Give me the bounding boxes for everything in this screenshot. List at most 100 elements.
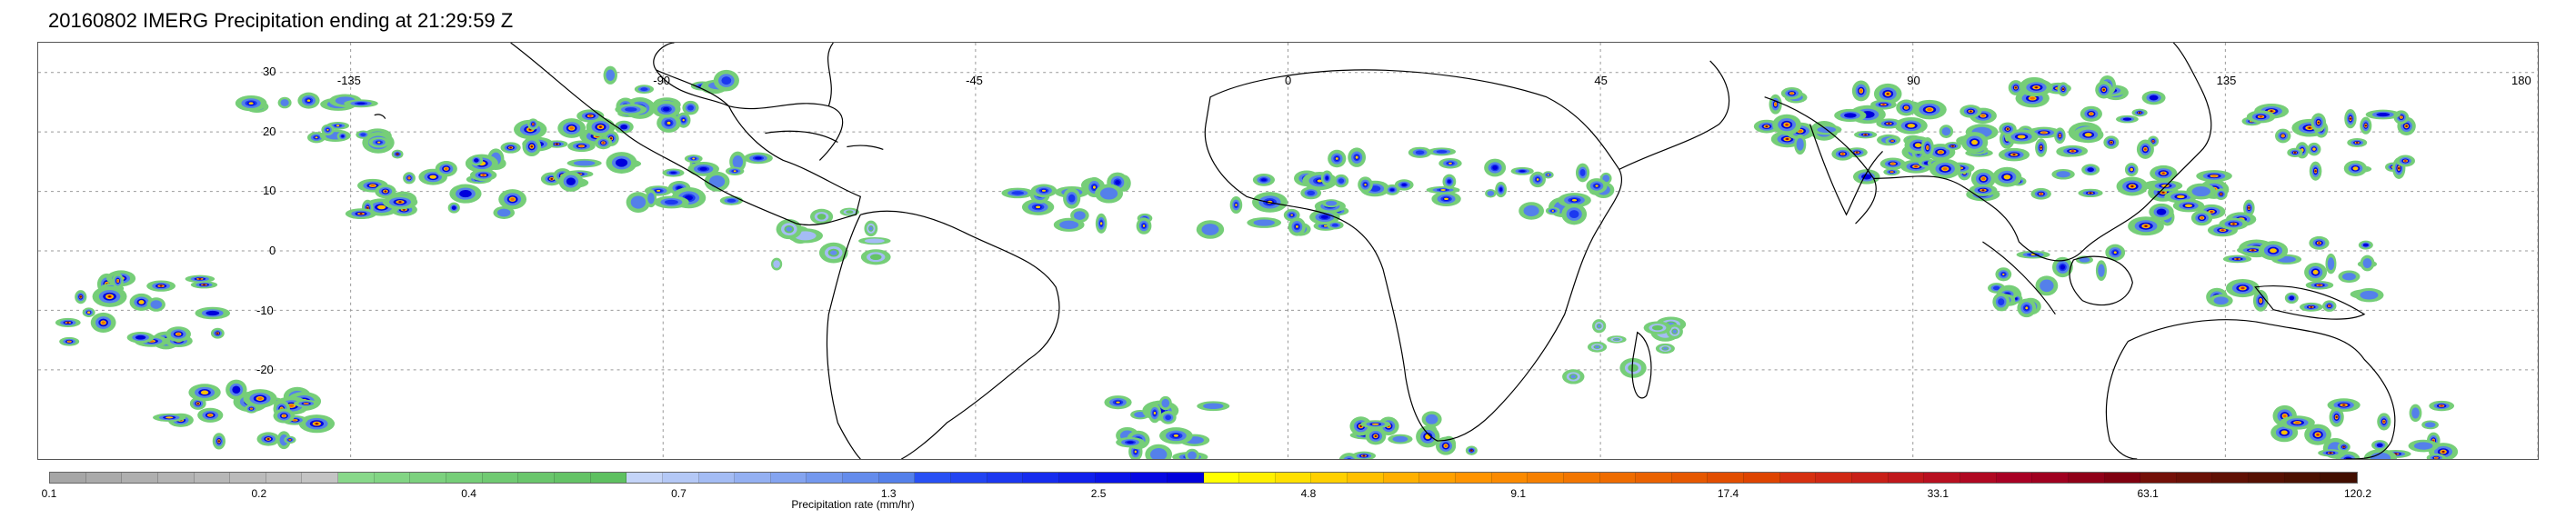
colorbar-segment [1023,473,1059,483]
precip-cell [203,284,205,286]
precip-cell [208,414,213,417]
precip-cell [2398,167,2401,170]
precip-cell [86,311,91,314]
precip-cell [640,87,648,92]
colorbar-tick-label: 0.1 [41,487,57,500]
precip-cell [165,416,174,419]
precip-cell [602,142,605,145]
precip-cell [1492,165,1498,170]
colorbar-segment [1888,473,1925,483]
precip-cell [2400,115,2403,119]
precip-cell [1470,449,1473,452]
precip-cell [2382,420,2386,423]
precip-cell [1307,190,1316,195]
precip-cell [1914,165,1918,168]
precip-cell [2308,126,2311,129]
precip-cell [2270,110,2273,113]
precip-cell [2003,175,2011,180]
map-title: 20160802 IMERG Precipitation ending at 2… [48,9,514,32]
precip-cell [1652,324,1663,331]
precip-cell [1796,138,1804,151]
colorbar-segment [1528,473,1564,483]
coast-south-america [826,210,1060,459]
precip-cell [1188,451,1197,459]
precip-cell [2211,175,2217,177]
precip-cell [2184,204,2193,208]
colorbar-segment [1744,473,1780,483]
colorbar-segment [1203,473,1240,483]
precip-cell [217,440,221,443]
colorbar-segment [878,473,916,483]
coast-north-america [510,43,862,226]
precip-cell [1579,168,1586,176]
precip-cell [1261,178,1267,182]
colorbar-segment [266,473,303,483]
precip-cell [699,167,707,171]
precip-cell [509,146,512,149]
precip-cell [288,404,295,407]
precip-cell [2040,193,2042,195]
precipitation-map[interactable] [37,42,2539,460]
colorbar-segment [1599,473,1637,483]
precip-cell [1547,174,1549,176]
precip-cell [817,214,827,220]
colorbar-segment [85,473,123,483]
colorbar-tick-label: 4.8 [1300,487,1317,500]
precip-cell [1173,434,1179,437]
precip-cell [1099,222,1103,225]
precip-cell [2280,430,2288,435]
precip-cell [1153,411,1157,415]
precip-cell [116,279,119,283]
precip-cell [1092,185,1096,189]
precip-cell [2342,445,2345,448]
precip-cell [429,175,436,179]
colorbar-segment [1708,473,1745,483]
precip-cell [1425,414,1438,424]
colorbar-tick-label: 17.4 [1717,487,1739,500]
precip-cell [2002,273,2005,275]
precip-cell [1290,214,1293,216]
precip-cell [1672,329,1677,334]
precip-cell [2317,121,2320,124]
precip-cell [1551,209,1554,212]
precip-cell [2035,86,2038,89]
precip-cell [2318,242,2320,245]
precip-cell [1890,171,1893,174]
precip-cell [1320,215,1328,219]
precip-cell [625,107,637,112]
colorbar-segment [2284,473,2321,483]
precip-cell [1150,448,1168,459]
precip-cell [2006,127,2010,130]
colorbar-segment [915,473,952,483]
precip-cell [2213,296,2229,305]
precip-cell [1415,150,1425,155]
precip-cell [304,402,308,404]
precip-cell [2360,290,2379,300]
precip-cell [306,99,311,102]
lat-label: 0 [269,244,276,257]
precip-cell [257,396,263,400]
precip-cell [2349,117,2352,120]
colorbar-segment [662,473,699,483]
precip-cell [1253,219,1275,226]
lat-label: 10 [263,184,276,198]
colorbar-segment [1491,473,1529,483]
precip-cell [1359,424,1362,427]
colorbar-segment [770,473,807,483]
precip-cell [687,105,694,111]
precip-cell [1364,183,1367,186]
precip-cell [1597,324,1601,328]
colorbar-segment [194,473,231,483]
precip-cell [496,208,511,217]
lon-label: -135 [336,74,361,87]
precipitation-layer [55,65,2459,459]
precip-cell [2090,112,2093,115]
colorbar-tick-label: 33.1 [1927,487,1950,500]
precip-cell [2413,442,2433,450]
precip-cell [1041,189,1047,192]
colorbar-segment [518,473,555,483]
precip-cell [2404,160,2407,163]
precip-cell [864,238,885,244]
precip-cell [2312,270,2319,274]
precip-cell [670,171,677,175]
